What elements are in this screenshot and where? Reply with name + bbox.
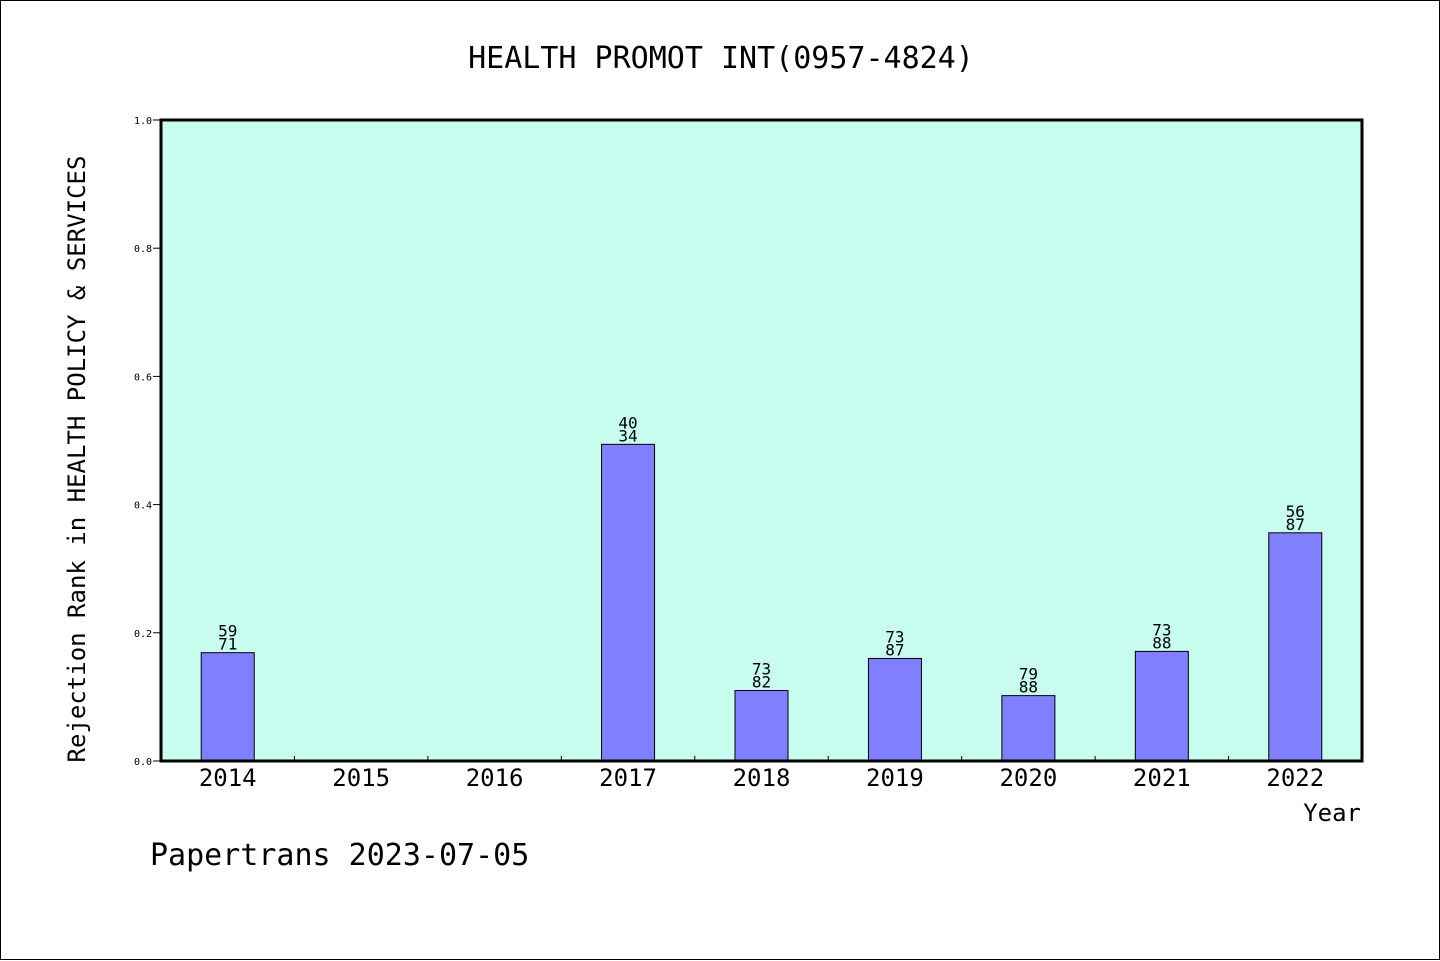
x-tick-label: 2019 bbox=[866, 764, 924, 792]
y-tick-label: 0.2 bbox=[134, 629, 152, 640]
data-label-top: 79 bbox=[1019, 665, 1038, 684]
bar-2020 bbox=[1001, 695, 1056, 762]
chart-title: HEALTH PROMOT INT(0957-4824) bbox=[468, 41, 974, 76]
data-label-bottom: 71 bbox=[218, 635, 237, 654]
x-tick-label: 2017 bbox=[599, 764, 657, 792]
bar-2019 bbox=[867, 657, 922, 762]
data-label-top: 73 bbox=[1152, 620, 1171, 639]
x-axis-label: Year bbox=[1303, 799, 1361, 827]
footer-text: Papertrans 2023-07-05 bbox=[150, 838, 529, 873]
data-label-bottom: 88 bbox=[1152, 633, 1171, 652]
data-label-bottom: 87 bbox=[1286, 515, 1305, 534]
y-axis-label: Rejection Rank in HEALTH POLICY & SERVIC… bbox=[63, 156, 91, 763]
x-tick-label: 2016 bbox=[466, 764, 524, 792]
data-label-bottom: 34 bbox=[618, 426, 637, 445]
data-label-bottom: 88 bbox=[1019, 678, 1038, 697]
x-tick-label: 2018 bbox=[733, 764, 791, 792]
x-tick-label: 2021 bbox=[1133, 764, 1191, 792]
x-tick-label: 2020 bbox=[999, 764, 1057, 792]
bar-2018 bbox=[734, 689, 789, 762]
bar-2014 bbox=[200, 652, 255, 762]
bar-2021 bbox=[1134, 650, 1189, 762]
data-label-top: 73 bbox=[752, 659, 771, 678]
data-label-top: 56 bbox=[1286, 502, 1305, 521]
bar-2022 bbox=[1268, 532, 1323, 762]
x-tick-label: 2014 bbox=[199, 764, 257, 792]
y-tick-label: 0.0 bbox=[134, 757, 152, 768]
bar-2017 bbox=[601, 443, 656, 762]
x-tick-label: 2022 bbox=[1266, 764, 1324, 792]
y-tick-label: 1.0 bbox=[134, 116, 152, 127]
y-tick-label: 0.6 bbox=[134, 372, 152, 383]
data-label-bottom: 87 bbox=[885, 640, 904, 659]
plot-border bbox=[159, 118, 1364, 763]
data-label-top: 59 bbox=[218, 622, 237, 641]
data-label-top: 40 bbox=[618, 413, 637, 432]
y-tick-label: 0.8 bbox=[134, 244, 152, 255]
data-label-top: 73 bbox=[885, 627, 904, 646]
data-label-bottom: 82 bbox=[752, 672, 771, 691]
x-tick-label: 2015 bbox=[332, 764, 390, 792]
y-tick-label: 0.4 bbox=[134, 501, 152, 512]
